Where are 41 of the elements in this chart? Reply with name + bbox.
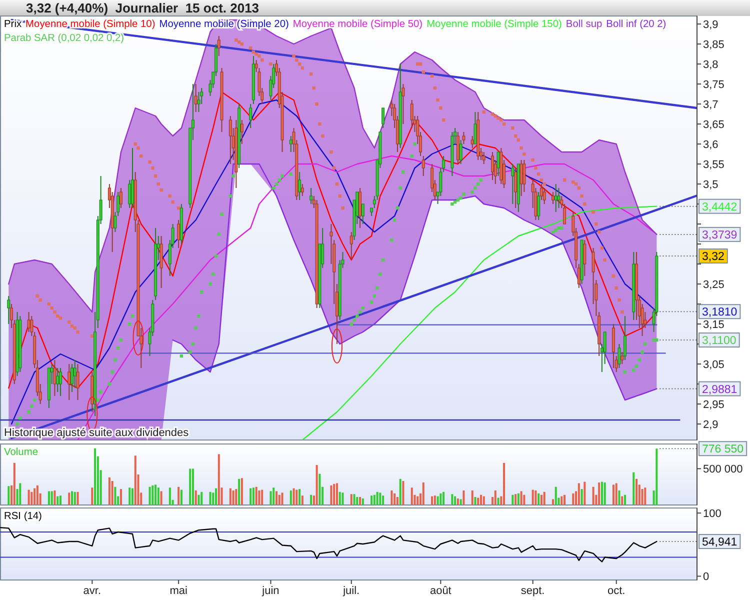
y-tick-label: 3,7: [703, 98, 718, 111]
y-tick-label: 500 000: [703, 464, 743, 476]
x-tick-label: août: [430, 585, 452, 597]
series-label: RSI (14): [4, 511, 42, 522]
text: Boll inf (20 2): [606, 19, 666, 30]
annotation: 54,941: [702, 536, 738, 549]
y-tick-label: 3,65: [703, 118, 724, 131]
y-tick-label: 3,25: [703, 278, 724, 291]
x-tick-label: mai: [170, 585, 188, 597]
chart-title: 3,32 (+4,40%) Journalier 15 oct. 2013: [26, 0, 260, 16]
annotation: 776 550: [702, 444, 744, 456]
y-tick-label: 3,6: [703, 138, 718, 151]
annotation: 3,4442: [702, 201, 738, 214]
legend-title: Prix: [4, 19, 22, 30]
series-label: Volume: [4, 447, 38, 458]
y-tick-label: 100: [703, 508, 722, 520]
y-tick-label: 3,75: [703, 78, 724, 91]
x-tick-label: sept.: [520, 585, 545, 597]
y-tick-label: 3,55: [703, 158, 724, 171]
text: Parab SAR (0,02 0,02 0,2): [4, 33, 124, 44]
x-tick-label: avr.: [83, 585, 102, 597]
y-tick-label: 3,85: [703, 38, 724, 51]
annotation: 3,1100: [702, 335, 736, 348]
y-tick-label: 2,95: [703, 398, 724, 411]
text: Moyenne mobile (Simple 50): [292, 19, 423, 30]
y-tick-label: 3,15: [703, 318, 724, 331]
x-tick-label: juin: [261, 585, 280, 597]
text: Boll sup: [566, 19, 602, 30]
y-tick-label: 3,05: [703, 358, 724, 371]
y-tick-label: 3,8: [703, 58, 718, 71]
annotation: 2,9881: [702, 384, 738, 396]
y-tick-label: 3,9: [703, 18, 718, 31]
annotation: 3,32: [702, 251, 724, 264]
y-tick-label: 3,5: [703, 178, 718, 191]
x-tick-label: oct.: [607, 585, 626, 597]
y-tick-label: 2,9: [703, 418, 718, 431]
text: Moyenne mobile (Simple 150): [426, 19, 562, 30]
annotation: 3,3739: [702, 229, 738, 242]
x-tick-label: juil.: [342, 585, 360, 597]
annotation: 3,1810: [702, 306, 738, 319]
y-tick-label: 0: [703, 571, 710, 584]
